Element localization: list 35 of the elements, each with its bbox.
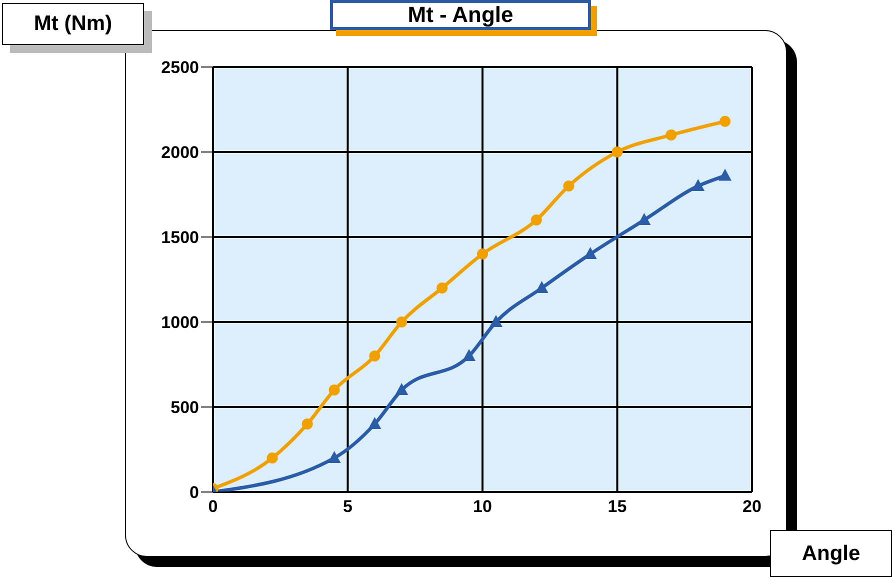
point	[328, 451, 341, 463]
point	[477, 248, 488, 260]
x-tick-label: 10	[473, 497, 492, 516]
point	[302, 418, 313, 430]
point	[718, 168, 732, 181]
point	[666, 130, 677, 140]
point	[530, 214, 542, 226]
point	[612, 146, 623, 158]
point	[720, 116, 731, 127]
y-tick-label: 0	[190, 483, 199, 502]
point	[436, 282, 448, 294]
y-tick-label: 1000	[161, 313, 199, 332]
point	[692, 179, 705, 191]
chart-title: Mt - Angle	[330, 0, 591, 30]
y-axis-title: Mt (Nm)	[2, 3, 144, 45]
x-tick-label: 5	[343, 497, 352, 516]
point	[395, 383, 408, 395]
point	[489, 315, 502, 327]
point	[369, 350, 380, 362]
point	[266, 452, 278, 464]
x-axis-title: Angle	[770, 530, 892, 577]
point	[563, 180, 574, 192]
y-tick-label: 2000	[161, 143, 199, 162]
y-tick-label: 2500	[161, 58, 199, 78]
point	[368, 417, 382, 429]
y-tick-label: 1500	[161, 228, 199, 248]
point	[638, 213, 651, 225]
x-tick-label: 0	[208, 497, 218, 516]
y-tick-label: 500	[170, 398, 199, 418]
x-tick-label: 15	[608, 497, 627, 516]
point	[396, 316, 408, 328]
point	[328, 384, 340, 396]
point	[535, 281, 548, 293]
point	[462, 349, 476, 361]
x-tick-label: 20	[742, 497, 762, 516]
